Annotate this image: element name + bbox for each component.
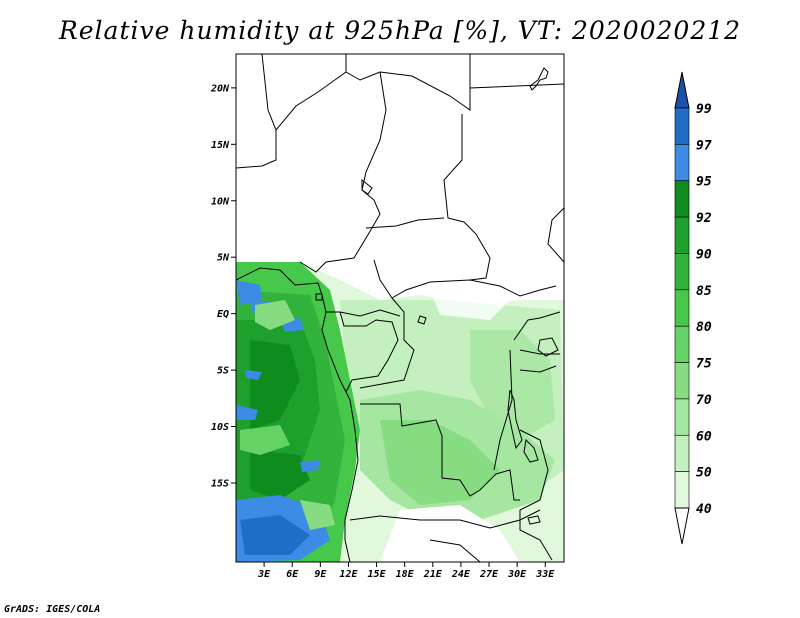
colorbar-label: 95 bbox=[696, 175, 712, 190]
lon-tick-label: 18E bbox=[396, 569, 415, 580]
lon-tick-label: 33E bbox=[535, 569, 555, 580]
colorbar-label: 90 bbox=[696, 247, 712, 262]
lon-tick-label: 27E bbox=[479, 569, 499, 580]
colorbar-segment bbox=[674, 107, 690, 145]
colorbar-top-arrow bbox=[674, 71, 690, 109]
colorbar-label: 80 bbox=[696, 320, 712, 335]
lon-tick-label: 24E bbox=[451, 569, 471, 580]
colorbar-label: 60 bbox=[696, 429, 712, 444]
lat-tick-label: 10N bbox=[211, 196, 230, 207]
lon-tick-label: 6E bbox=[286, 569, 299, 580]
colorbar-bottom-arrow bbox=[674, 507, 690, 545]
grads-credit: GrADS: IGES/COLA bbox=[4, 604, 101, 615]
lat-tick-label: EQ bbox=[217, 309, 229, 320]
colorbar-label: 50 bbox=[696, 466, 712, 481]
lat-tick-label: 5N bbox=[217, 253, 230, 264]
lat-tick-label: 15S bbox=[211, 478, 229, 489]
lon-tick-label: 9E bbox=[314, 569, 327, 580]
colorbar-segment bbox=[674, 362, 690, 400]
colorbar-label: 97 bbox=[696, 138, 712, 153]
colorbar-label: 40 bbox=[696, 502, 712, 517]
colorbar-segment bbox=[674, 434, 690, 472]
lon-tick-label: 15E bbox=[368, 569, 387, 580]
lon-tick-label: 21E bbox=[423, 569, 443, 580]
lon-tick-label: 12E bbox=[339, 569, 358, 580]
longitude-axis: 3E 6E 9E 12E 15E 18E 21E 24E 27E 30E 33E bbox=[257, 562, 555, 580]
colorbar: 99 97 95 92 90 85 80 75 70 60 50 40 bbox=[674, 71, 712, 545]
colorbar-segment bbox=[674, 144, 690, 182]
chart-title: Relative humidity at 925hPa [%], VT: 202… bbox=[58, 16, 742, 45]
colorbar-segment bbox=[674, 289, 690, 327]
colorbar-segment bbox=[674, 398, 690, 436]
humidity-field bbox=[236, 262, 564, 562]
lat-tick-label: 10S bbox=[211, 422, 229, 433]
country-borders bbox=[236, 54, 564, 562]
colorbar-label: 92 bbox=[696, 211, 712, 226]
lon-tick-label: 3E bbox=[257, 569, 271, 580]
colorbar-segment bbox=[674, 471, 690, 509]
colorbar-segment bbox=[674, 325, 690, 363]
lon-tick-label: 30E bbox=[507, 569, 527, 580]
colorbar-segment bbox=[674, 216, 690, 254]
colorbar-segment bbox=[674, 253, 690, 291]
colorbar-segment bbox=[674, 180, 690, 218]
colorbar-label: 85 bbox=[696, 284, 712, 299]
colorbar-label: 70 bbox=[696, 393, 712, 408]
latitude-axis: 20N 15N 10N 5N EQ 5S 10S 15S bbox=[210, 83, 236, 489]
lat-tick-label: 5S bbox=[217, 366, 229, 377]
colorbar-label: 75 bbox=[696, 357, 712, 372]
lat-tick-label: 15N bbox=[211, 140, 230, 151]
lat-tick-label: 20N bbox=[210, 83, 230, 94]
map-frame bbox=[235, 53, 565, 563]
colorbar-label: 99 bbox=[696, 102, 712, 117]
